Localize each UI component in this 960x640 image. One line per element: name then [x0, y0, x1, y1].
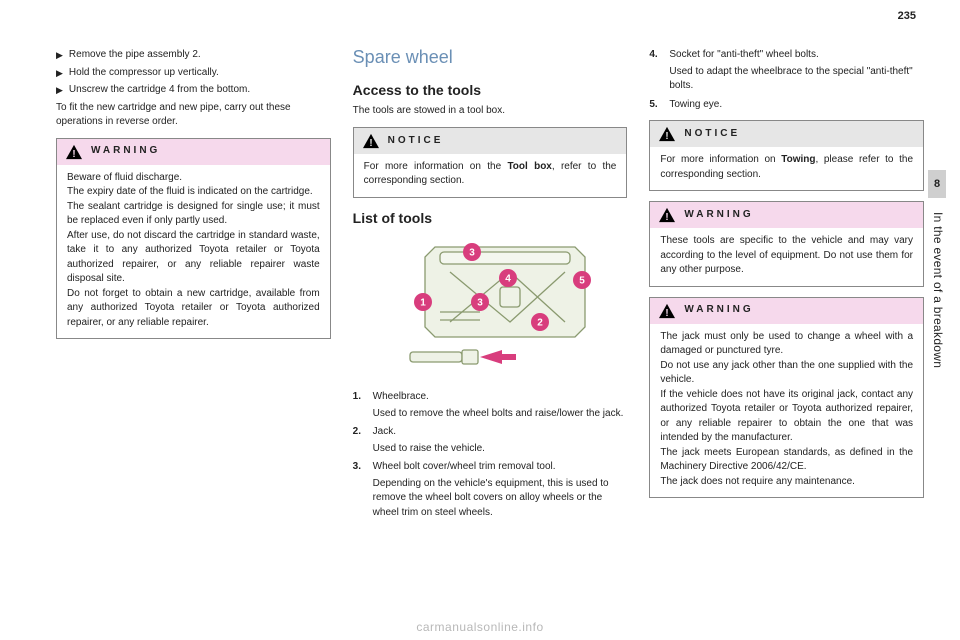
warning-body: Beware of fluid discharge. The expiry da… [57, 165, 330, 339]
triangle-bullet-icon: ▶ [56, 48, 63, 63]
warning-box: ! WARNING Beware of fluid discharge. The… [56, 138, 331, 340]
chapter-number: 8 [934, 178, 940, 190]
paragraph: To fit the new cartridge and new pipe, c… [56, 101, 331, 130]
page-number: 235 [898, 10, 916, 22]
subheading: List of tools [353, 208, 628, 228]
bullet-text: Remove the pipe assembly 2. [69, 48, 201, 63]
chapter-tab: 8 [928, 170, 946, 198]
bullet-text: Unscrew the cartridge 4 from the bottom. [69, 83, 250, 98]
warning-body: These tools are specific to the vehicle … [650, 228, 923, 286]
footer-watermark: carmanualsonline.info [0, 620, 960, 634]
svg-text:!: ! [666, 131, 669, 142]
column-1: ▶ Remove the pipe assembly 2. ▶ Hold the… [56, 48, 331, 524]
warning-label: WARNING [91, 144, 160, 159]
warning-label: WARNING [684, 208, 753, 223]
running-head: In the event of a breakdown [931, 212, 945, 368]
warning-head: ! WARNING [57, 139, 330, 165]
callout-5: 5 [579, 276, 585, 287]
warning-head: ! WARNING [650, 202, 923, 228]
callout-2: 2 [537, 318, 543, 329]
bullet-item: ▶ Hold the compressor up vertically. [56, 66, 331, 81]
warning-icon: ! [658, 303, 676, 319]
paragraph: The tools are stowed in a tool box. [353, 104, 628, 119]
notice-box: ! NOTICE For more information on the Too… [353, 127, 628, 198]
column-3: 4. Socket for "anti-theft" wheel bolts. … [649, 48, 924, 524]
bullet-item: ▶ Remove the pipe assembly 2. [56, 48, 331, 63]
notice-body: For more information on the Tool box, re… [354, 154, 627, 197]
warning-icon: ! [658, 207, 676, 223]
tool-list: 1. Wheelbrace. Used to remove the wheel … [353, 390, 628, 520]
warning-label: WARNING [684, 303, 753, 318]
svg-text:!: ! [72, 148, 75, 159]
tools-diagram: 1 2 3 3 4 5 [380, 232, 600, 382]
list-item: 4. Socket for "anti-theft" wheel bolts. … [649, 48, 924, 94]
bullet-item: ▶ Unscrew the cartridge 4 from the botto… [56, 83, 331, 98]
notice-head: ! NOTICE [650, 121, 923, 147]
notice-head: ! NOTICE [354, 128, 627, 154]
warning-body: The jack must only be used to change a w… [650, 324, 923, 498]
column-2: Spare wheel Access to the tools The tool… [353, 48, 628, 524]
warning-box: ! WARNING These tools are specific to th… [649, 201, 924, 287]
subheading: Access to the tools [353, 80, 628, 100]
svg-text:!: ! [666, 307, 669, 318]
manual-page: 235 8 In the event of a breakdown ▶ Remo… [0, 0, 960, 640]
notice-body: For more information on Towing, please r… [650, 147, 923, 190]
list-item: 2. Jack. Used to raise the vehicle. [353, 425, 628, 456]
warning-head: ! WARNING [650, 298, 923, 324]
svg-text:!: ! [666, 212, 669, 223]
notice-icon: ! [362, 133, 380, 149]
callout-1: 1 [420, 298, 426, 309]
list-item: 3. Wheel bolt cover/wheel trim removal t… [353, 460, 628, 520]
callout-3b: 3 [477, 298, 483, 309]
triangle-bullet-icon: ▶ [56, 83, 63, 98]
notice-label: NOTICE [684, 127, 740, 142]
section-title: Spare wheel [353, 44, 628, 70]
tool-list-cont: 4. Socket for "anti-theft" wheel bolts. … [649, 48, 924, 112]
triangle-bullet-icon: ▶ [56, 66, 63, 81]
callout-4: 4 [505, 274, 511, 285]
warning-icon: ! [65, 144, 83, 160]
notice-box: ! NOTICE For more information on Towing,… [649, 120, 924, 191]
svg-text:!: ! [369, 138, 372, 149]
warning-box: ! WARNING The jack must only be used to … [649, 297, 924, 499]
callout-3a: 3 [469, 248, 475, 259]
notice-label: NOTICE [388, 134, 444, 149]
notice-icon: ! [658, 126, 676, 142]
bullet-text: Hold the compressor up vertically. [69, 66, 219, 81]
list-item: 1. Wheelbrace. Used to remove the wheel … [353, 390, 628, 421]
content-columns: ▶ Remove the pipe assembly 2. ▶ Hold the… [56, 48, 924, 524]
list-item: 5. Towing eye. [649, 98, 924, 113]
